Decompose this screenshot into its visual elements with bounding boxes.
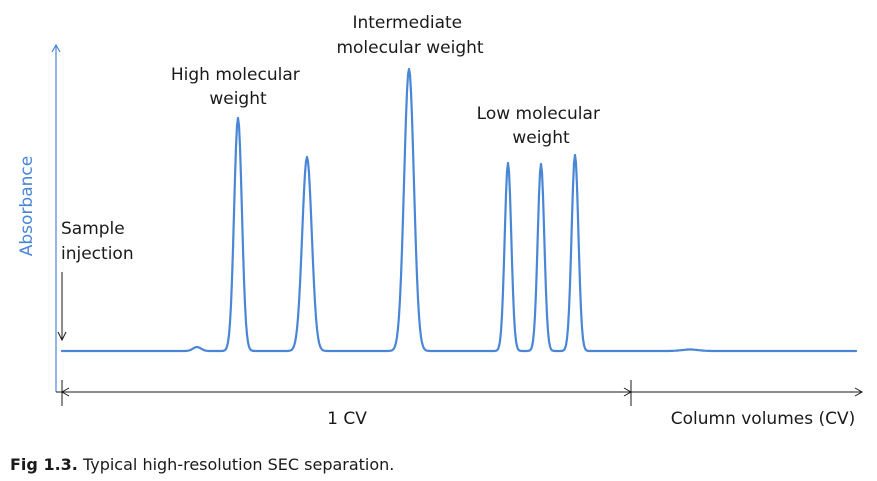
- caption-label: Fig 1.3.: [10, 455, 78, 474]
- low-mw-line1: Low molecular: [477, 104, 600, 124]
- intermediate-mw-line2: molecular weight: [336, 38, 483, 58]
- cv-label: 1 CV: [327, 409, 367, 429]
- x-axis-arrowhead: [854, 387, 864, 397]
- sample-injection-line2: injection: [61, 244, 134, 264]
- high-mw-line1: High molecular: [171, 65, 300, 85]
- y-axis-arrowhead: [51, 43, 61, 53]
- intermediate-mw-line1: Intermediate: [352, 13, 462, 33]
- low-mw-label: Low molecular weight: [477, 104, 606, 148]
- sample-injection-label: Sample injection: [61, 219, 134, 264]
- cv-arrow-left: [60, 387, 70, 397]
- high-mw-label: High molecular weight: [171, 65, 305, 109]
- chromatogram-trace: [60, 67, 858, 353]
- x-axis-label: Column volumes (CV): [671, 409, 856, 429]
- cv-arrow-right: [623, 387, 633, 397]
- intermediate-mw-label: Intermediate molecular weight: [336, 13, 483, 58]
- y-axis-label: Absorbance: [17, 156, 37, 256]
- high-mw-line2: weight: [209, 89, 267, 109]
- sample-injection-line1: Sample: [61, 219, 125, 239]
- injection-arrowhead: [57, 331, 67, 342]
- low-mw-line2: weight: [512, 128, 570, 148]
- figure-caption: Fig 1.3. Typical high-resolution SEC sep…: [10, 455, 394, 474]
- caption-text: Typical high-resolution SEC separation.: [82, 455, 395, 474]
